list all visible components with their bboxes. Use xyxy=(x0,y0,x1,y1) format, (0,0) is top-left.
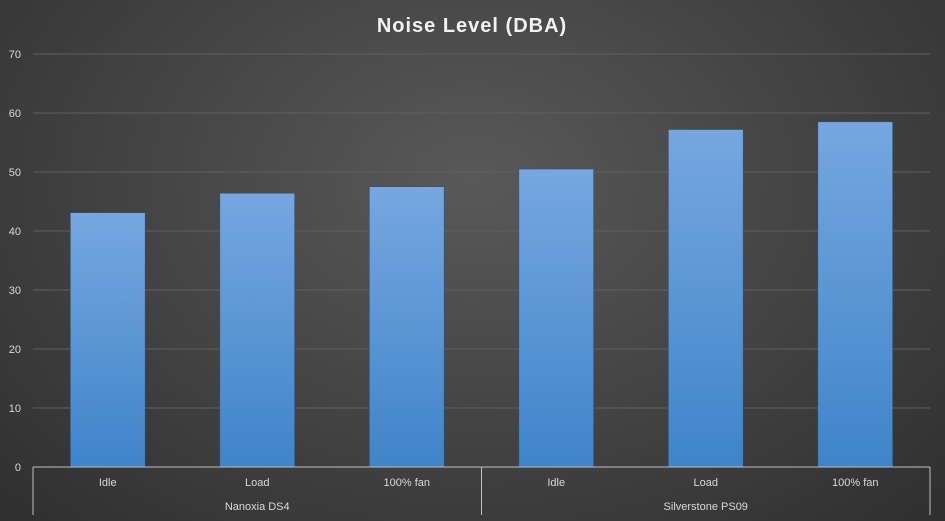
x-axis: Idle Load 100% fan Nanoxia DS4 Idle Load 100% … xyxy=(32,466,931,515)
y-tick-label: 20 xyxy=(9,344,21,356)
x-tick-label: Load xyxy=(694,477,718,489)
bar-silverstone-ps09-idle xyxy=(518,168,594,468)
y-tick-label: 0 xyxy=(15,462,21,474)
y-axis-ticks: 0 10 20 30 40 50 60 70 xyxy=(9,49,21,474)
bar-silverstone-ps09-load xyxy=(668,129,744,468)
x-group-label: Silverstone PS09 xyxy=(664,501,748,513)
y-tick-label: 50 xyxy=(9,167,21,179)
x-tick-label: Idle xyxy=(547,477,565,489)
x-tick-label: 100% fan xyxy=(832,477,878,489)
x-group-label: Nanoxia DS4 xyxy=(225,501,290,513)
x-tick-label: Idle xyxy=(99,477,117,489)
bar-silverstone-ps09-100-fan xyxy=(817,121,893,468)
grid-layer xyxy=(33,53,930,409)
bar-nanoxia-ds4-100-fan xyxy=(369,186,445,468)
y-tick-label: 10 xyxy=(9,403,21,415)
bar-nanoxia-ds4-load xyxy=(219,192,295,468)
bar-nanoxia-ds4-idle xyxy=(70,212,146,468)
y-tick-label: 60 xyxy=(9,108,21,120)
bars xyxy=(70,121,893,468)
chart-title: Noise Level (DBA) xyxy=(377,15,567,37)
y-tick-label: 40 xyxy=(9,226,21,238)
y-tick-label: 30 xyxy=(9,285,21,297)
x-tick-label: Load xyxy=(245,477,269,489)
x-tick-label: 100% fan xyxy=(384,477,430,489)
y-tick-label: 70 xyxy=(9,49,21,61)
